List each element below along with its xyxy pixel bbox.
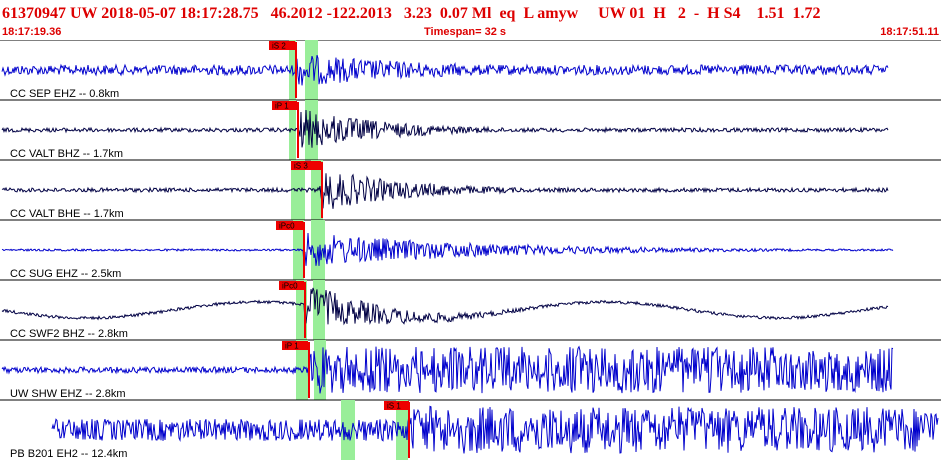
green-window-p — [396, 400, 408, 460]
waveform-trace — [1, 173, 889, 209]
trace-row-sug-ehz[interactable]: iPc0 CC SUG EHZ -- 2.5km — [0, 220, 941, 281]
pick-label: iPc0 — [282, 282, 298, 291]
pick-label: iS 1 — [387, 402, 401, 411]
trace-label: PB B201 EH2 -- 12.4km — [10, 448, 127, 460]
pick-flag[interactable] — [282, 341, 308, 350]
green-window-s — [341, 400, 355, 460]
pick-flag[interactable] — [269, 41, 295, 50]
pick-flag[interactable] — [272, 101, 297, 110]
waveform-trace — [1, 55, 889, 86]
trace-label: CC VALT BHZ -- 1.7km — [10, 148, 123, 160]
pick-flag[interactable] — [291, 161, 321, 170]
green-window-s — [296, 280, 307, 340]
pick-label: iPc0 — [279, 222, 295, 231]
pick-label: iS 3 — [294, 162, 308, 171]
pick-label: iP 1 — [285, 342, 299, 351]
trace-row-sep-ehz[interactable]: iS 2 CC SEP EHZ -- 0.8km — [0, 40, 941, 101]
seismogram-panel: iS 2 CC SEP EHZ -- 0.8km iP 1 CC VALT BH… — [0, 40, 941, 460]
trace-row-swf2-bhz[interactable]: iPc0 CC SWF2 BHZ -- 2.8km — [0, 280, 941, 341]
green-window-s — [296, 340, 308, 400]
green-window-p — [305, 100, 318, 160]
pick-flag[interactable] — [384, 401, 409, 410]
event-header: 61370947 UW 2018-05-07 18:17:28.75 46.20… — [2, 5, 821, 22]
trace-row-b201-eh2[interactable]: iS 1 PB B201 EH2 -- 12.4km — [10, 400, 939, 460]
end-time: 18:17:51.11 — [880, 26, 939, 38]
pick-flag[interactable] — [279, 281, 304, 290]
trace-label: UW SHW EHZ -- 2.8km — [10, 388, 126, 400]
trace-label: CC SUG EHZ -- 2.5km — [10, 268, 121, 280]
trace-label: CC VALT BHE -- 1.7km — [10, 208, 124, 220]
green-window-p — [305, 40, 318, 100]
waveform-trace — [1, 345, 894, 394]
waveform-trace — [51, 405, 939, 454]
waveform-trace — [1, 287, 889, 326]
pick-flag[interactable] — [276, 221, 303, 230]
pick-label: iS 2 — [272, 42, 286, 51]
pick-label: iP 1 — [275, 102, 289, 111]
timespan-label: Timespan= 32 s — [424, 26, 507, 38]
trace-row-shw-ehz[interactable]: iP 1 UW SHW EHZ -- 2.8km — [0, 340, 941, 401]
trace-row-valt-bhz[interactable]: iP 1 CC VALT BHZ -- 1.7km — [0, 100, 941, 161]
trace-label: CC SEP EHZ -- 0.8km — [10, 88, 119, 100]
trace-row-valt-bhe[interactable]: iS 3 CC VALT BHE -- 1.7km — [0, 160, 941, 221]
waveform-trace — [1, 232, 894, 266]
trace-label: CC SWF2 BHZ -- 2.8km — [10, 328, 128, 340]
start-time: 18:17:19.36 — [2, 26, 62, 38]
waveform-trace — [1, 109, 889, 148]
